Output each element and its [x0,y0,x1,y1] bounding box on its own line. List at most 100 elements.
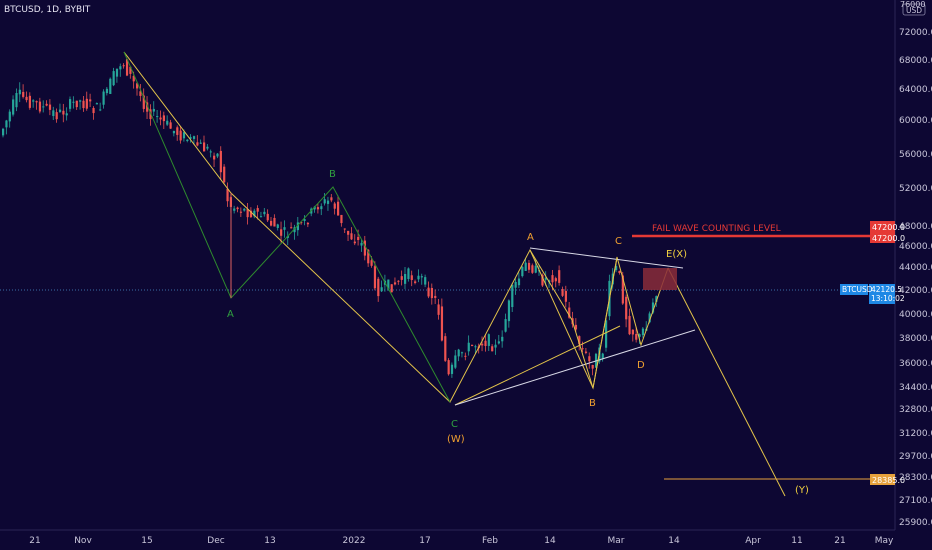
price-tag-level-high-2[interactable]: 47200.0 [870,232,905,243]
candle-body [420,276,423,278]
candle-body [249,210,253,218]
candle-body [216,153,219,157]
wave-lines [123,51,786,497]
candle-body [373,266,377,289]
candle-body [273,217,276,227]
candle-body [464,355,467,357]
label-y: (Y) [795,485,809,496]
candle-body [444,336,447,361]
candle-body [176,127,179,135]
candle-body [166,120,169,125]
candle-body [350,233,353,240]
x-tick-label: Mar [608,536,625,546]
candle-body [142,95,145,109]
candle-body [179,130,182,141]
price-axis[interactable] [895,0,932,550]
candle-body [434,295,437,298]
candle-body [203,142,206,152]
candle-body [541,274,544,286]
candle-body [357,236,360,240]
target-zone-box[interactable] [643,268,677,290]
candle-body [92,107,95,114]
candle-body [243,208,246,211]
candle-body [132,75,135,82]
candle-body [588,356,591,362]
candle-body [219,150,222,173]
candle-body [337,201,340,216]
candle-body [437,304,440,315]
candle-body [347,230,350,235]
candle-body [581,348,584,350]
candle-body [55,112,58,120]
candle-body [414,281,417,283]
candle-body [504,319,507,332]
candle-body [655,296,658,302]
candle-body [615,266,618,271]
candle-body [393,282,397,285]
candle-body [404,274,407,284]
candle-body [233,208,236,211]
fail-wave-label: FAIL WAVE COUNTING LEVEL [652,224,781,234]
symbol-tag-box [840,284,868,295]
candle-body [199,142,202,144]
candle-body [427,287,430,297]
candle-body [306,222,310,225]
candle-body [159,117,162,120]
candle-body [524,262,527,271]
label-green-b: B [329,169,336,180]
candle-body [527,262,531,270]
candle-body [213,155,216,160]
candle-body [440,306,444,341]
candle-body [236,207,239,210]
candle-body [189,137,192,139]
y-tick-label: 38000.0 [899,334,932,344]
x-tick-label: 21 [834,536,845,546]
candle-body [561,288,564,296]
candle-body [85,98,88,109]
currency-badge[interactable]: USD [902,3,926,16]
candle-body [48,104,52,110]
label-orange-c: C [615,236,622,247]
price-tag-level-high-1[interactable]: 47200.0 [870,221,905,232]
candle-body [303,219,306,221]
price-tag-current[interactable]: 42120.5 13:10:02 [869,284,905,304]
candle-body [380,287,383,292]
candle-body [192,136,196,139]
candle-body [460,352,464,354]
y-tick-label: 72000.0 [899,28,932,38]
candle-body [196,142,199,146]
candle-body [651,302,655,313]
candle-body [223,166,226,183]
candle-body [578,336,581,345]
candle-body [122,65,125,67]
candle-body [628,315,631,335]
y-tick-label: 25900.0 [899,518,932,528]
candle-body [5,120,8,128]
candle-body [129,66,132,74]
price-tag-current-value[interactable] [869,284,895,294]
price-tag-level-low[interactable]: 28385.0 [870,474,905,485]
x-tick-label: Nov [74,536,92,546]
x-tick-label: 13 [264,536,275,546]
triangle-upper-line [529,247,684,269]
candle-body [300,222,303,224]
candle-body [584,351,588,353]
candle-body [28,95,31,108]
candle-body [564,290,567,302]
candle-body [290,227,293,229]
candle-body [182,132,186,139]
candle-body [517,278,521,286]
candle-body [276,224,279,228]
price-tag-current-symbol: 42120.5 [871,285,902,294]
x-tick-label: Dec [207,536,224,546]
candle-body [35,101,38,103]
candle-body [605,320,608,348]
candle-body [457,349,460,357]
candle-body [481,343,484,346]
candle-body [447,360,450,375]
candle-body [18,89,21,95]
candle-body [283,227,286,230]
candle-body [407,268,410,279]
candle-body [323,199,326,204]
